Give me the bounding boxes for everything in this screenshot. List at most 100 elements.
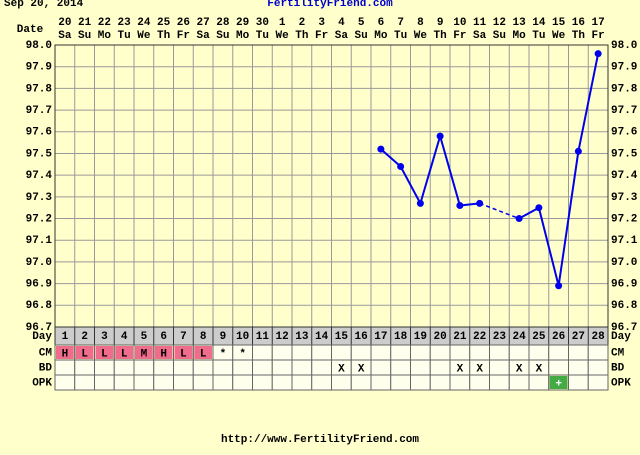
x-tick-label: 6: [378, 17, 385, 29]
temperature-point: [535, 204, 543, 212]
row-cell: [212, 374, 234, 391]
row-label: CM: [39, 347, 53, 359]
x-tick-label: 1: [279, 17, 286, 29]
row-cell: [449, 344, 471, 361]
row-cell: [74, 359, 95, 376]
row-cell: [113, 359, 135, 376]
weekday-label: Th: [434, 30, 447, 42]
row-cell: [133, 359, 155, 376]
x-tick-label: 8: [417, 17, 424, 29]
gap-connector: [479, 202, 520, 220]
row-cell: [331, 344, 352, 361]
row-entry: X: [358, 363, 365, 375]
weekday-label: We: [414, 30, 428, 42]
y-tick-label: 96.8: [26, 300, 53, 312]
temperature-point: [456, 202, 464, 210]
row-entry: L: [101, 348, 108, 360]
x-tick-label: 27: [197, 17, 210, 29]
row-cell: [548, 359, 569, 376]
row-cell: [370, 359, 392, 376]
row-cell: [350, 374, 372, 391]
day-row-label: Day: [32, 331, 52, 343]
row-cell: [95, 346, 114, 359]
row-cell: [429, 344, 451, 361]
row-cell: [311, 359, 332, 376]
weekday-label: Fr: [453, 30, 466, 42]
weekday-label: Tu: [256, 30, 269, 42]
day-number: 14: [315, 331, 329, 343]
weekday-label: Th: [295, 30, 308, 42]
y-tick-label: 97.1: [26, 235, 53, 247]
day-number: 8: [200, 331, 207, 343]
row-cell: [271, 344, 293, 361]
weekday-label: Su: [216, 30, 229, 42]
y-tick-label: 97.4: [26, 170, 53, 182]
row-cell: [74, 374, 95, 391]
y-tick-label: 97.6: [26, 127, 52, 139]
day-row-label-right: Day: [611, 331, 631, 343]
day-number: 25: [532, 331, 546, 343]
row-cell: [252, 374, 273, 391]
x-tick-label: 10: [453, 17, 466, 29]
site-title: FertilityFriend.com: [267, 0, 393, 10]
y2-tick-label: 97.5: [611, 148, 638, 160]
temperature-point: [594, 50, 602, 58]
row-entry: L: [121, 348, 128, 360]
y2-tick-label: 97.4: [611, 170, 638, 182]
y-tick-label: 98.0: [26, 40, 52, 52]
day-number: 23: [493, 331, 507, 343]
row-cell: [390, 359, 411, 376]
row-cell: [587, 344, 609, 361]
weekday-label: We: [552, 30, 566, 42]
y-tick-label: 97.0: [26, 257, 52, 269]
weekday-label: Fr: [315, 30, 328, 42]
weekday-label: We: [276, 30, 290, 42]
row-cell: [587, 359, 609, 376]
day-number: 4: [121, 331, 128, 343]
row-cell: [528, 374, 550, 391]
y2-tick-label: 97.9: [611, 62, 637, 74]
day-number: 5: [141, 331, 148, 343]
y-tick-label: 97.8: [26, 83, 53, 95]
row-label-right: CM: [611, 347, 625, 359]
row-cell: [194, 346, 212, 359]
row-cell: [311, 344, 332, 361]
x-tick-label: 26: [177, 17, 190, 29]
day-number: 20: [434, 331, 447, 343]
temperature-point: [436, 132, 444, 140]
y-tick-label: 96.9: [26, 279, 52, 291]
row-cell: [56, 346, 74, 359]
row-label: OPK: [32, 377, 52, 389]
x-tick-label: 20: [58, 17, 71, 29]
row-cell: [192, 359, 214, 376]
x-tick-label: 25: [157, 17, 171, 29]
day-number: 1: [62, 331, 69, 343]
row-entry: *: [239, 348, 246, 360]
day-number: 24: [513, 331, 527, 343]
row-cell: [311, 374, 332, 391]
weekday-label: Th: [572, 30, 585, 42]
row-cell: [115, 346, 133, 359]
row-entry: L: [81, 348, 88, 360]
day-number: 18: [394, 331, 408, 343]
weekday-label: Sa: [58, 30, 72, 42]
row-cell: [568, 359, 589, 376]
row-cell: [271, 359, 293, 376]
row-cell: [173, 374, 194, 391]
row-entry: X: [516, 363, 523, 375]
x-tick-label: 30: [256, 17, 269, 29]
y2-tick-label: 97.2: [611, 213, 637, 225]
row-cell: [212, 359, 234, 376]
y2-tick-label: 96.9: [611, 279, 637, 291]
y2-tick-label: 97.0: [611, 257, 637, 269]
row-label-right: OPK: [611, 377, 631, 389]
temperature-point: [476, 199, 484, 207]
row-cell: [75, 346, 94, 359]
weekday-label: Tu: [532, 30, 545, 42]
y-tick-label: 97.2: [26, 213, 52, 225]
row-cell: [174, 346, 193, 359]
x-tick-label: 11: [473, 17, 487, 29]
x-tick-label: 23: [118, 17, 132, 29]
weekday-label: Tu: [394, 30, 407, 42]
